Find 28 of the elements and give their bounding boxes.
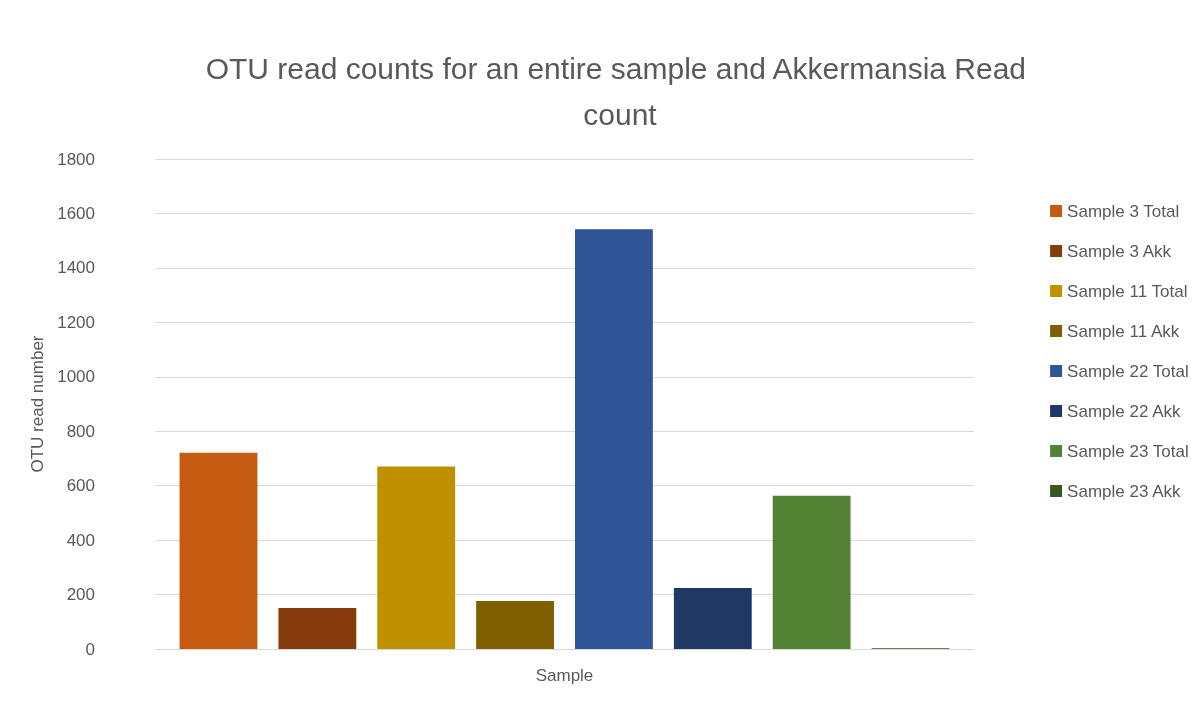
y-tick-label: 0 — [85, 639, 95, 659]
bar — [575, 229, 653, 649]
y-tick-label: 1000 — [57, 367, 95, 387]
legend-label: Sample 22 Total — [1067, 361, 1189, 381]
bar — [772, 495, 851, 649]
y-tick-label: 800 — [66, 421, 95, 441]
y-tick-label: 1400 — [57, 258, 95, 278]
y-tick-label: 1200 — [57, 312, 95, 332]
legend-label: Sample 11 Akk — [1067, 321, 1180, 341]
y-tick-label: 1600 — [57, 203, 95, 223]
bar — [179, 452, 258, 649]
y-tick-label: 600 — [66, 476, 95, 496]
bar — [673, 588, 752, 649]
legend-label: Sample 11 Total — [1067, 281, 1188, 301]
legend-label: Sample 3 Total — [1067, 201, 1180, 221]
legend-label: Sample 22 Akk — [1067, 401, 1181, 421]
y-tick-label: 200 — [66, 585, 95, 605]
y-tick-label: 400 — [66, 530, 95, 550]
y-axis-title: OTU read number — [28, 335, 48, 473]
legend-label: Sample 23 Akk — [1067, 481, 1181, 501]
bar — [377, 466, 456, 649]
x-axis-title: Sample — [535, 666, 594, 685]
bar — [278, 607, 357, 649]
y-tick-label: 1800 — [57, 149, 95, 169]
chart-title: OTU read counts for an entire sample and Akkermansia Read count — [205, 51, 1035, 131]
legend-label: Sample 3 Akk — [1067, 241, 1172, 261]
legend-label: Sample 23 Total — [1067, 441, 1189, 461]
bar — [476, 601, 554, 649]
